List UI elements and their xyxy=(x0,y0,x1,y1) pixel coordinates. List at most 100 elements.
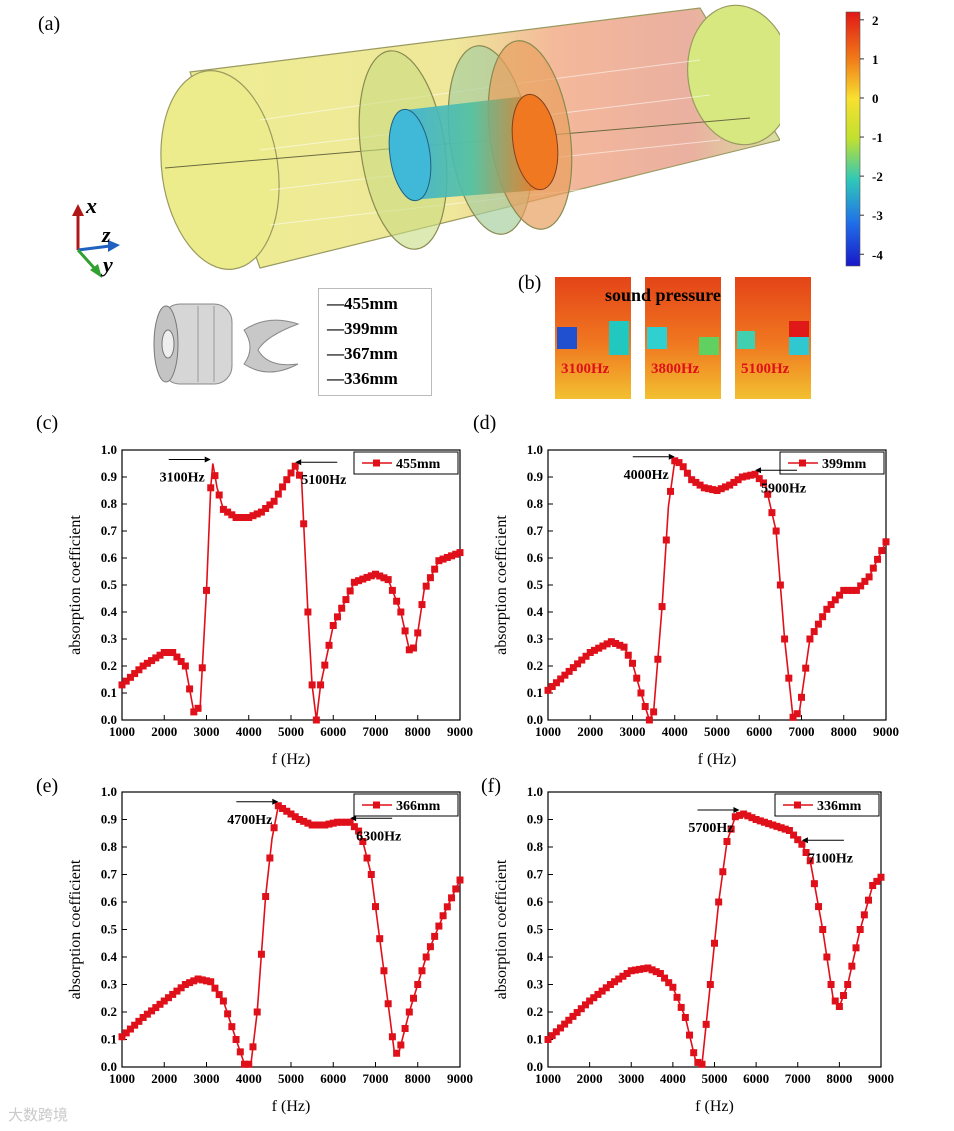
data-point xyxy=(232,514,240,521)
annotation-arrowhead xyxy=(295,459,302,466)
data-point xyxy=(878,547,886,555)
y-tick-label: 0.9 xyxy=(101,469,118,484)
data-point xyxy=(253,510,261,518)
data-point xyxy=(631,966,639,974)
data-point xyxy=(194,704,202,712)
data-point xyxy=(431,565,439,573)
data-point xyxy=(727,825,735,833)
data-point xyxy=(865,573,873,581)
y-tick-label: 1.0 xyxy=(527,442,543,457)
data-point xyxy=(169,649,177,656)
data-point xyxy=(852,586,860,594)
data-point xyxy=(431,932,439,940)
data-point xyxy=(705,485,713,493)
legend-label: 336mm xyxy=(817,799,862,814)
data-point xyxy=(731,813,739,821)
data-point xyxy=(325,820,333,828)
data-point xyxy=(426,574,434,582)
data-point xyxy=(711,939,718,947)
x-axis-title: f (Hz) xyxy=(695,1098,734,1115)
panel-label-f: (f) xyxy=(481,775,501,797)
data-point xyxy=(257,950,265,958)
annotation-label: 5100Hz xyxy=(301,473,346,488)
data-point xyxy=(790,831,798,839)
data-point xyxy=(802,849,810,856)
data-point xyxy=(414,981,422,988)
data-point xyxy=(654,655,662,663)
y-tick-label: 0.4 xyxy=(101,604,118,619)
x-tick-label: 2000 xyxy=(151,1071,177,1086)
data-point xyxy=(249,1043,257,1051)
data-point xyxy=(245,514,253,521)
x-tick-label: 6000 xyxy=(746,724,772,739)
y-tick-label: 0.6 xyxy=(101,894,118,909)
data-point xyxy=(773,822,781,830)
data-point xyxy=(418,601,426,609)
y-tick-label: 0.7 xyxy=(527,867,544,882)
data-point xyxy=(143,659,151,667)
y-tick-label: 0.7 xyxy=(101,523,118,538)
data-point xyxy=(274,802,282,810)
colorbar: 2 1 0 -1 -2 -3 -4 xyxy=(845,11,883,267)
data-point xyxy=(393,597,401,605)
data-point xyxy=(810,880,818,888)
data-point xyxy=(650,708,658,716)
y-tick-label: 0.2 xyxy=(101,1004,117,1019)
data-point xyxy=(270,824,278,832)
x-tick-label: 9000 xyxy=(873,724,899,739)
x-tick-label: 3000 xyxy=(620,724,646,739)
data-point xyxy=(603,640,611,648)
data-point xyxy=(388,1033,396,1041)
series-line xyxy=(121,463,461,721)
y-axis-arrow xyxy=(76,248,98,272)
y-tick-label: 1.0 xyxy=(101,784,117,799)
data-point xyxy=(186,979,194,987)
data-point xyxy=(177,658,185,665)
data-point xyxy=(633,674,641,682)
data-point xyxy=(840,992,848,999)
data-point xyxy=(131,670,139,678)
data-point xyxy=(295,816,303,823)
data-point xyxy=(422,582,430,590)
data-point xyxy=(594,990,602,998)
y-tick-label: 0.3 xyxy=(527,631,544,646)
data-point xyxy=(844,586,852,594)
x-tick-label: 2000 xyxy=(577,724,603,739)
data-point xyxy=(777,824,785,832)
cylinder-illustration xyxy=(160,4,780,270)
annotation-label: 4700Hz xyxy=(227,813,272,828)
data-point xyxy=(713,487,721,494)
x-axis-title: f (Hz) xyxy=(272,751,311,768)
data-point xyxy=(574,660,582,668)
data-point xyxy=(164,994,172,1002)
watermark: 大数跨境 xyxy=(8,1106,69,1124)
data-point xyxy=(629,659,636,667)
y-tick-label: 0.2 xyxy=(527,658,543,673)
data-point xyxy=(372,570,379,578)
data-point xyxy=(181,662,189,670)
data-point xyxy=(372,903,379,911)
data-point xyxy=(620,643,628,651)
data-point xyxy=(279,483,287,491)
data-point xyxy=(241,514,249,521)
data-point xyxy=(359,838,367,845)
data-point xyxy=(619,972,627,980)
data-point xyxy=(852,944,860,952)
plot-frame xyxy=(121,449,461,721)
data-point xyxy=(759,479,767,487)
data-point xyxy=(810,628,818,636)
data-point xyxy=(118,1033,126,1041)
y-tick-label: 0.7 xyxy=(101,867,118,882)
x-tick-label: 7000 xyxy=(363,1071,389,1086)
pressure-tile-1 xyxy=(555,277,631,399)
data-point xyxy=(738,473,746,481)
data-point xyxy=(573,1009,581,1017)
data-point xyxy=(443,553,451,561)
data-point xyxy=(346,818,354,826)
data-point xyxy=(143,1010,151,1018)
data-point xyxy=(548,1032,556,1040)
data-point xyxy=(452,550,460,558)
y-tick-label: 0.4 xyxy=(101,949,118,964)
x-tick-label: 1000 xyxy=(535,724,561,739)
data-point xyxy=(359,575,367,583)
